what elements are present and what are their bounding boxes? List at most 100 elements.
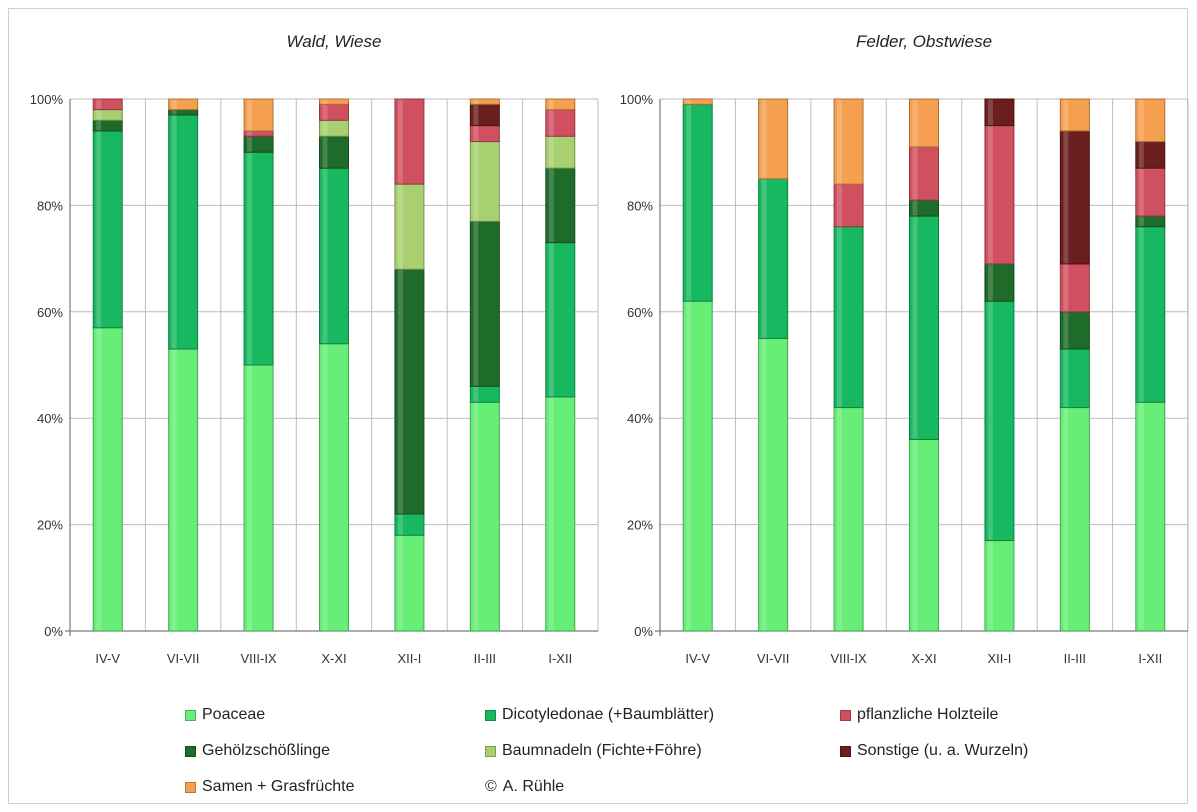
- bar-segment-2-II-III-Samen: [1059, 98, 1090, 132]
- chart-title-2: Felder, Obstwiese: [856, 32, 992, 51]
- bar-highlight-1-VI-VII-Poaceae: [171, 349, 177, 631]
- legend-label-baumnadeln: Baumnadeln (Fichte+Föhre): [502, 742, 702, 759]
- bar-highlight-2-I-XII-Dicotyledonae: [1138, 227, 1144, 402]
- bar-highlight-1-I-XII-Gehoelz: [548, 168, 554, 243]
- bar-highlight-1-I-XII-Poaceae: [548, 397, 554, 631]
- x-tick-label-1-0: IV-V: [95, 651, 120, 666]
- y-tick-label-1-4: 80%: [37, 198, 63, 213]
- bar-highlight-1-XII-I-Holzteile: [397, 99, 403, 184]
- bar-highlight-2-I-XII-Gehoelz: [1138, 216, 1144, 227]
- x-tick-label-2-5: II-III: [1064, 651, 1086, 666]
- legend-label-samen: Samen + Grasfrüchte: [202, 778, 355, 795]
- bar-highlight-2-I-XII-Samen: [1138, 99, 1144, 142]
- bar-highlight-1-XII-I-Dicotyledonae: [397, 514, 403, 535]
- bar-highlight-2-VI-VII-Poaceae: [761, 338, 767, 631]
- x-tick-label-1-4: XII-I: [398, 651, 422, 666]
- bar-highlight-1-IV-V-Holzteile: [96, 99, 102, 110]
- bar-highlight-2-XII-I-Gehoelz: [987, 264, 993, 301]
- bar-segment-2-VI-VII-Poaceae: [758, 337, 789, 632]
- bar-segment-1-XII-I-Poaceae: [394, 534, 425, 632]
- x-tick-label-1-5: II-III: [474, 651, 496, 666]
- bar-segment-2-X-XI-Holzteile: [909, 146, 939, 201]
- bar-segment-1-II-III-Poaceae: [469, 401, 500, 632]
- bar-segment-2-XII-I-Dicotyledonae: [984, 300, 1015, 542]
- legend: Poaceae Dicotyledonae (+Baumblätter) pfl…: [185, 702, 1145, 800]
- bar-segment-1-II-III-Samen: [469, 98, 500, 105]
- bar-highlight-1-VI-VII-Samen: [171, 99, 177, 110]
- chart-title-1: Wald, Wiese: [287, 32, 382, 51]
- bar-segment-1-VI-VII-Dicotyledonae: [168, 114, 199, 350]
- bar-highlight-2-X-XI-Gehoelz: [912, 200, 918, 216]
- bar-segment-2-II-III-Holzteile: [1059, 263, 1090, 313]
- legend-swatch-baumnadeln: [485, 745, 496, 757]
- bar-highlight-2-VIII-IX-Poaceae: [837, 408, 843, 631]
- legend-item-dicotyledonae: Dicotyledonae (+Baumblätter): [485, 702, 840, 728]
- bar-highlight-1-X-XI-Dicotyledonae: [322, 168, 328, 344]
- bar-segment-2-VIII-IX-Dicotyledonae: [833, 226, 864, 409]
- bar-segment-1-I-XII-Holzteile: [545, 109, 576, 137]
- bar-highlight-2-II-III-Gehoelz: [1063, 312, 1069, 349]
- bar-highlight-2-XII-I-Holzteile: [987, 126, 993, 264]
- bar-highlight-2-II-III-Poaceae: [1063, 408, 1069, 631]
- bar-highlight-1-X-XI-Poaceae: [322, 344, 328, 631]
- bar-highlight-2-I-XII-Poaceae: [1138, 402, 1144, 631]
- bar-highlight-2-VIII-IX-Dicotyledonae: [837, 227, 843, 408]
- y-tick-label-1-3: 60%: [37, 305, 63, 320]
- bar-segment-1-XII-I-Gehoelz: [394, 268, 425, 515]
- y-tick-label-2-1: 20%: [627, 518, 653, 533]
- bar-segment-2-XII-I-Sonstige: [984, 98, 1015, 127]
- y-tick-label-2-5: 100%: [620, 92, 654, 107]
- bar-highlight-2-IV-V-Poaceae: [686, 301, 692, 631]
- bar-highlight-2-VI-VII-Dicotyledonae: [761, 179, 767, 338]
- bar-segment-2-I-XII-Poaceae: [1135, 401, 1166, 632]
- bar-highlight-1-VI-VII-Gehoelz: [171, 110, 177, 115]
- bar-highlight-2-I-XII-Sonstige: [1138, 142, 1144, 168]
- bar-segment-1-I-XII-Samen: [545, 98, 576, 111]
- copyright-author: A. Rühle: [502, 778, 565, 795]
- bar-segment-1-VIII-IX-Dicotyledonae: [243, 151, 274, 366]
- bar-segment-2-VI-VII-Dicotyledonae: [758, 178, 789, 339]
- bar-highlight-1-XII-I-Baumnadeln: [397, 184, 403, 269]
- bar-highlight-1-II-III-Dicotyledonae: [473, 386, 479, 402]
- legend-swatch-dicotyledonae: [485, 709, 496, 721]
- bar-highlight-1-I-XII-Holzteile: [548, 110, 554, 136]
- bar-highlight-1-XII-I-Poaceae: [397, 535, 403, 631]
- bar-segment-2-X-XI-Poaceae: [909, 438, 939, 632]
- bar-segment-1-IV-V-Holzteile: [92, 98, 123, 111]
- bar-highlight-2-XII-I-Sonstige: [987, 99, 993, 126]
- bar-highlight-2-II-III-Dicotyledonae: [1063, 349, 1069, 408]
- y-tick-label-1-5: 100%: [30, 92, 64, 107]
- y-tick-label-1-2: 40%: [37, 411, 63, 426]
- y-tick-label-1-1: 20%: [37, 518, 63, 533]
- bar-segment-1-II-III-Baumnadeln: [469, 141, 500, 222]
- bar-highlight-1-VIII-IX-Gehoelz: [247, 136, 253, 152]
- bar-segment-2-II-III-Dicotyledonae: [1059, 348, 1090, 409]
- x-tick-label-2-4: XII-I: [988, 651, 1012, 666]
- legend-label-sonstige: Sonstige (u. a. Wurzeln): [857, 742, 1029, 759]
- bar-segment-2-I-XII-Sonstige: [1135, 141, 1166, 169]
- x-tick-label-2-2: VIII-IX: [831, 651, 867, 666]
- legend-swatch-holzteile: [840, 709, 851, 721]
- x-tick-label-1-2: VIII-IX: [241, 651, 277, 666]
- bar-segment-2-IV-V-Samen: [682, 98, 713, 105]
- bar-segment-1-XII-I-Baumnadeln: [394, 183, 425, 270]
- bar-segment-2-VIII-IX-Poaceae: [833, 407, 864, 632]
- bar-segment-2-VI-VII-Samen: [758, 98, 789, 180]
- bar-highlight-1-IV-V-Dicotyledonae: [96, 131, 102, 328]
- bar-segment-1-I-XII-Dicotyledonae: [545, 242, 576, 398]
- legend-item-sonstige: Sonstige (u. a. Wurzeln): [840, 738, 1140, 764]
- legend-swatch-poaceae: [185, 709, 196, 721]
- bar-segment-1-X-XI-Gehoelz: [319, 135, 349, 169]
- bar-highlight-2-X-XI-Holzteile: [912, 147, 918, 200]
- bar-highlight-2-II-III-Holzteile: [1063, 264, 1069, 312]
- bar-segment-1-X-XI-Samen: [319, 98, 349, 105]
- y-tick-label-2-4: 80%: [627, 198, 653, 213]
- legend-label-holzteile: pflanzliche Holzteile: [857, 706, 999, 723]
- x-tick-label-2-1: VI-VII: [757, 651, 790, 666]
- bar-highlight-2-VI-VII-Samen: [761, 99, 767, 179]
- bar-segment-1-II-III-Gehoelz: [469, 220, 500, 387]
- bar-highlight-2-I-XII-Holzteile: [1138, 168, 1144, 216]
- bar-highlight-1-X-XI-Gehoelz: [322, 136, 328, 168]
- bar-highlight-1-II-III-Baumnadeln: [473, 142, 479, 221]
- bar-highlight-1-II-III-Holzteile: [473, 126, 479, 142]
